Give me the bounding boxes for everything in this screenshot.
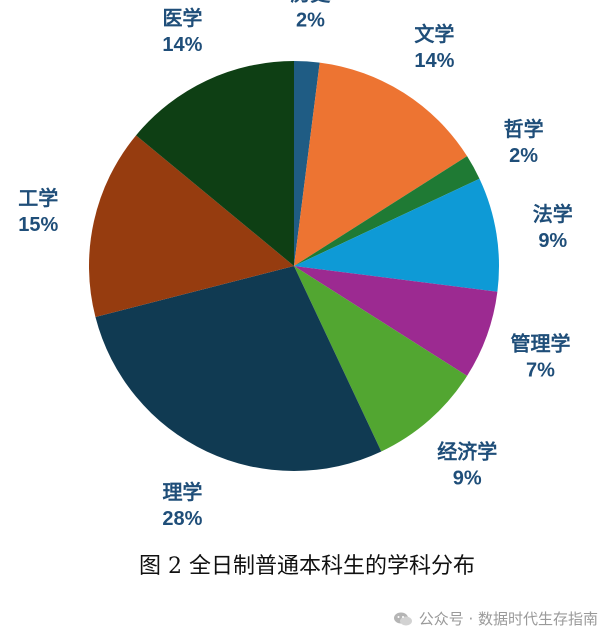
wechat-icon (393, 612, 412, 625)
slice-value-label: 2% (509, 145, 538, 167)
footer-attribution: 公众号 · 数据时代生存指南 (393, 608, 598, 629)
pie-slice-6 (294, 266, 468, 452)
slice-category-label: 医学 (162, 6, 202, 30)
slice-value-label: 15% (18, 214, 58, 236)
footer-text: 公众号 · 数据时代生存指南 (418, 610, 598, 628)
slice-category-label: 文学 (414, 22, 454, 46)
slice-label-6: 经济学 9% (437, 440, 497, 490)
slice-category-label: 历史 (290, 0, 331, 6)
slice-label-9: 医学 14% (162, 6, 202, 56)
slice-category-label: 法学 (533, 202, 573, 226)
slice-value-label: 9% (453, 468, 482, 490)
slice-category-label: 哲学 (504, 117, 544, 141)
pie-slice-1 (294, 61, 320, 266)
slice-label-4: 法学 9% (533, 202, 573, 252)
slice-value-label: 14% (414, 50, 454, 72)
slice-category-label: 管理学 (511, 332, 571, 356)
pie-slice-4 (294, 178, 499, 292)
slice-label-5: 管理学 7% (511, 332, 571, 382)
pie-slice-5 (294, 266, 498, 376)
slice-category-label: 经济学 (437, 440, 497, 464)
slice-label-1: 历史 2% (290, 0, 331, 32)
pie-slice-8 (88, 135, 294, 317)
pie-labels: 历史 2% 文学 14% 哲学 2% 法学 9% 管理学 7% 经济学 9% 理学 28% 工学 15% 医学 1… (18, 0, 572, 530)
slice-label-8: 工学 15% (18, 186, 58, 236)
slice-category-label: 理学 (162, 480, 202, 504)
pie-slices (88, 61, 499, 471)
slice-value-label: 2% (296, 10, 325, 32)
slice-category-label: 工学 (18, 186, 58, 210)
pie-slice-7 (95, 266, 382, 471)
slice-value-label: 9% (538, 230, 567, 252)
pie-chart: 历史 2% 文学 14% 哲学 2% 法学 9% 管理学 7% 经济学 9% 理学 28% 工学 15% 医学 1… (18, 0, 572, 530)
slice-label-2: 文学 14% (414, 22, 454, 72)
slice-value-label: 7% (526, 360, 555, 382)
pie-slice-3 (294, 156, 480, 266)
slice-label-7: 理学 28% (162, 480, 202, 530)
pie-slice-2 (294, 62, 468, 266)
pie-slice-9 (136, 61, 294, 266)
slice-value-label: 28% (162, 508, 202, 530)
figure-caption: 图 2 全日制普通本科生的学科分布 (139, 554, 475, 579)
slice-label-3: 哲学 2% (504, 117, 544, 167)
slice-value-label: 14% (162, 34, 202, 56)
